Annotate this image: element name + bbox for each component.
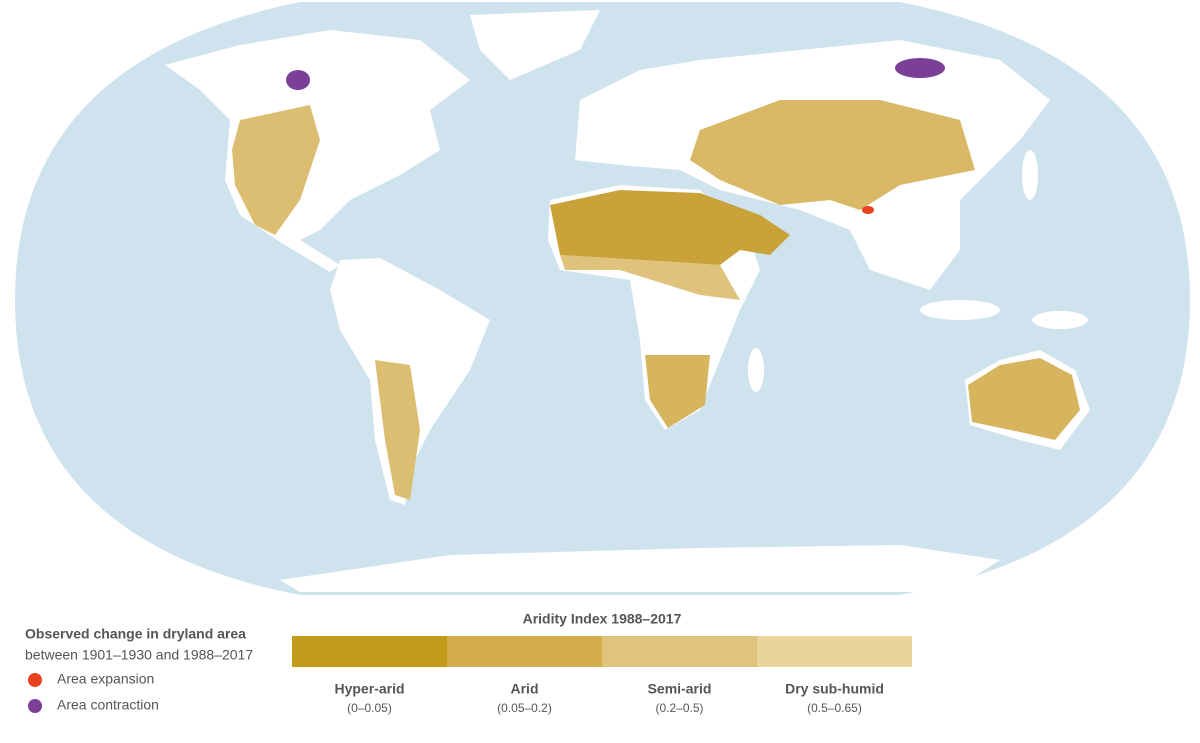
aridity-range: (0–0.05) [347,701,392,715]
legend-dot [28,673,42,687]
legend-label: Area contraction [57,697,159,713]
japan [1022,150,1038,200]
legend-subtitle: between 1901–1930 and 1988–2017 [25,647,253,663]
expansion-area [862,206,874,214]
legend: Observed change in dryland area between … [25,611,912,715]
aridity-swatch [292,636,447,667]
dryland-sahel [560,255,740,300]
aridity-name: Semi-arid [648,681,712,697]
antarctica [280,545,1000,592]
dryland-central-asia [690,100,975,210]
greenland [470,10,600,80]
dryland-north-america [232,105,320,235]
aridity-name: Dry sub-humid [785,681,884,697]
aridity-name: Hyper-arid [334,681,404,697]
aridity-range: (0.5–0.65) [807,701,862,715]
aridity-swatch [602,636,757,667]
legend-label: Area expansion [57,671,154,687]
madagascar [748,348,764,392]
legend-dot [28,699,42,713]
dryland-sahara-arabia [550,190,790,265]
aridity-range: (0.2–0.5) [655,701,703,715]
aridity-range: (0.05–0.2) [497,701,552,715]
world-map [15,2,1190,595]
aridity-title: Aridity Index 1988–2017 [523,611,682,627]
indonesia [920,300,1000,320]
uk [581,100,595,130]
aridity-swatch [757,636,912,667]
aridity-name: Arid [511,681,539,697]
dryland-south-america [375,360,420,500]
dryland-southern-africa [645,355,710,428]
new-guinea [1032,311,1088,329]
contraction-area [286,70,310,90]
aridity-swatch [447,636,602,667]
north-america [165,30,470,272]
contraction-area [895,58,945,78]
dryland-australia [968,358,1080,440]
legend-title: Observed change in dryland area [25,626,246,642]
